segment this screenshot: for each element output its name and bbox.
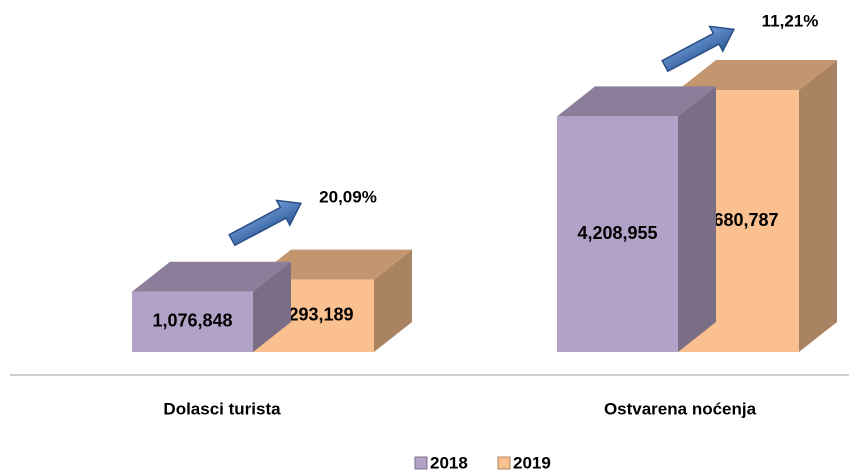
- bar-side: [678, 86, 716, 352]
- x-tick-label: Dolasci turista: [163, 399, 281, 418]
- bar-top: [678, 60, 837, 90]
- bar-top: [253, 249, 412, 280]
- data-label: 1,076,848: [152, 311, 232, 331]
- trend-arrow: [228, 199, 303, 247]
- data-label: 4,208,955: [577, 223, 657, 243]
- bar-top: [132, 261, 291, 292]
- bar-top: [557, 86, 716, 117]
- bar-side: [253, 261, 291, 352]
- annotation: 11,21%: [762, 11, 819, 30]
- legend-label: 2018: [430, 453, 468, 472]
- legend-swatch: [497, 456, 511, 470]
- bar-side: [374, 249, 412, 352]
- bar: 4,208,955: [557, 86, 716, 352]
- bar-side: [799, 60, 837, 352]
- bar-front: [132, 291, 253, 352]
- data-label: 1,293,189: [273, 305, 353, 325]
- legend-swatch: [414, 456, 428, 470]
- annotation: 20,09%: [319, 187, 377, 206]
- data-label: 4,680,787: [698, 210, 778, 230]
- legend-label: 2019: [513, 453, 551, 472]
- bar: 1,076,848: [132, 261, 291, 352]
- bar-front: [557, 116, 678, 352]
- x-tick-label: Ostvarena noćenja: [604, 399, 757, 418]
- trend-arrow: [661, 25, 736, 73]
